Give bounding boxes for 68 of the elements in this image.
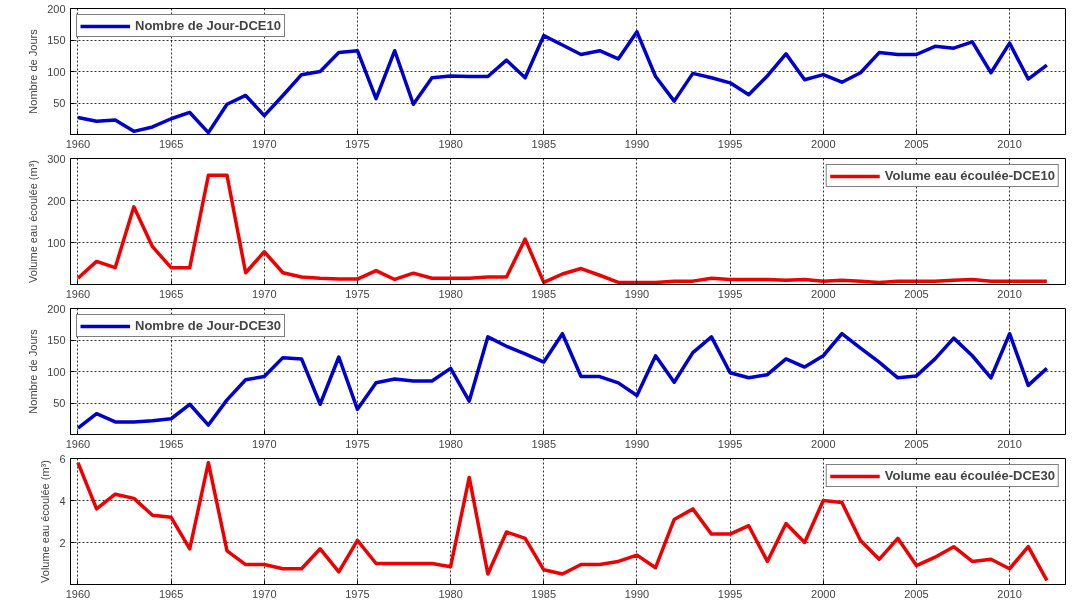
x-tick-label: 1980 (438, 587, 463, 600)
x-tick-label: 1960 (65, 587, 91, 600)
y-axis-title: Nombre de Jours (27, 28, 40, 114)
x-tick-label: 1975 (345, 437, 370, 450)
x-tick-label: 1965 (158, 437, 184, 450)
y-tick-label: 50 (53, 97, 66, 109)
x-tick-label: 1995 (717, 587, 743, 600)
y-tick-label: 200 (47, 194, 66, 207)
x-tick-label: 1965 (158, 287, 184, 300)
x-tick-label: 1965 (158, 137, 184, 150)
y-tick-label: 100 (47, 365, 66, 378)
y-tick-label: 6 (59, 452, 66, 465)
x-tick-label: 2000 (811, 587, 836, 600)
y-tick-label: 300 (47, 152, 66, 165)
x-tick-label: 2000 (811, 287, 836, 300)
x-tick-label: 2005 (904, 437, 929, 450)
y-tick-label: 100 (47, 65, 66, 78)
x-tick-label: 1985 (531, 287, 557, 300)
line-series (76, 331, 1049, 430)
x-tick-label: 1995 (717, 437, 743, 450)
legend-label: Nombre de Jour-DCE30 (135, 318, 281, 333)
x-tick-label: 1985 (531, 587, 557, 600)
x-tick-label: 2000 (811, 437, 836, 450)
x-tick-label: 2010 (997, 137, 1022, 150)
x-tick-label: 1960 (65, 137, 91, 150)
x-tick-label: 2005 (904, 287, 929, 300)
x-tick-label: 2010 (997, 287, 1022, 300)
x-tick-label: 2010 (997, 437, 1022, 450)
x-tick-label: 1975 (345, 137, 370, 150)
x-tick-label: 1980 (438, 137, 463, 150)
x-tick-label: 1965 (158, 587, 184, 600)
x-tick-label: 1995 (717, 137, 743, 150)
line-series (76, 30, 1049, 135)
x-tick-label: 1960 (65, 287, 91, 300)
x-tick-label: 1985 (531, 137, 557, 150)
y-tick-label: 150 (47, 34, 66, 46)
y-axis-title: Nombre de Jours (27, 328, 40, 414)
x-tick-label: 1970 (252, 437, 277, 450)
y-axis-title: Volume eau écoulée (m³) (39, 460, 52, 583)
x-tick-label: 1975 (345, 287, 370, 300)
x-tick-label: 2010 (997, 587, 1022, 600)
x-tick-label: 1960 (65, 437, 91, 450)
legend-label: Volume eau écoulée-DCE30 (884, 468, 1055, 483)
x-tick-label: 2000 (811, 137, 836, 150)
y-tick-label: 200 (47, 302, 66, 315)
y-tick-label: 200 (47, 2, 66, 15)
y-axis-title: Volume eau écoulée (m³) (27, 160, 40, 283)
x-tick-label: 1975 (345, 587, 370, 600)
y-tick-label: 150 (47, 334, 66, 346)
x-tick-label: 1970 (252, 287, 277, 300)
legend-label: Nombre de Jour-DCE10 (135, 18, 281, 33)
x-tick-label: 1970 (252, 137, 277, 150)
legend-label: Volume eau écoulée-DCE10 (884, 168, 1055, 183)
y-tick-label: 100 (47, 236, 66, 249)
x-tick-label: 1980 (438, 287, 463, 300)
y-tick-label: 50 (53, 397, 66, 409)
x-tick-label: 1970 (252, 587, 277, 600)
x-tick-label: 1985 (531, 437, 557, 450)
y-tick-label: 4 (59, 494, 66, 507)
x-tick-label: 2005 (904, 137, 929, 150)
y-tick-label: 2 (59, 536, 66, 549)
x-tick-label: 2005 (904, 587, 929, 600)
x-tick-label: 1990 (624, 287, 650, 300)
x-tick-label: 1995 (717, 287, 743, 300)
x-tick-label: 1990 (624, 437, 650, 450)
x-tick-label: 1990 (624, 137, 650, 150)
x-tick-label: 1990 (624, 587, 650, 600)
x-tick-label: 1980 (438, 437, 463, 450)
